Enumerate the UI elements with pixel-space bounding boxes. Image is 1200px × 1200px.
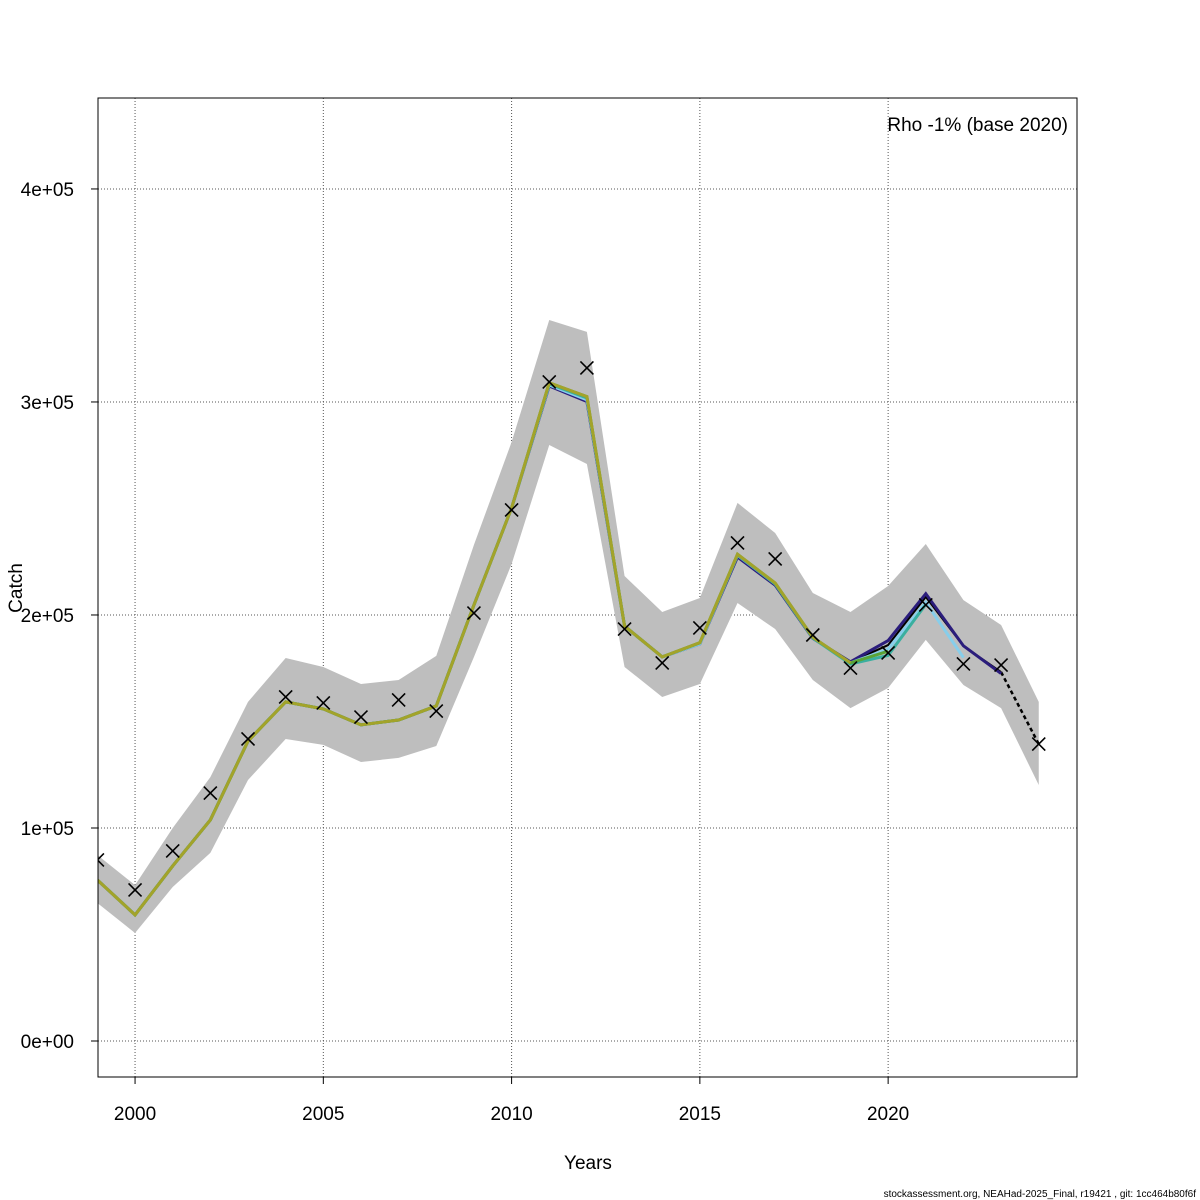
x-tick-label: 2005 (302, 1104, 344, 1125)
x-tick-label: 2015 (679, 1104, 721, 1125)
plot-area (98, 319, 1046, 934)
x-tick-label: 2010 (490, 1104, 532, 1125)
observed-marker-stroke (579, 360, 594, 375)
y-tick-label: 2e+05 (21, 606, 74, 627)
observed-point (1031, 736, 1046, 752)
observed-point (994, 657, 1009, 673)
observed-point (353, 709, 369, 725)
observed-marker-stroke (203, 785, 218, 801)
x-tick-label: 2020 (867, 1104, 909, 1125)
observed-marker-stroke (805, 627, 820, 643)
axes: 2000 2005 2010 2015 2020 0e+00 1e+05 2e+05 3e+05… (21, 180, 910, 1125)
observed-marker-stroke (278, 689, 293, 705)
observed-point (429, 703, 444, 719)
observed-marker-stroke (542, 374, 557, 390)
observed-marker-stroke (1031, 736, 1046, 752)
observed-point (617, 621, 632, 637)
observed-point (278, 689, 293, 705)
observed-marker-stroke (504, 502, 519, 518)
observed-marker-stroke (843, 660, 858, 676)
observed-marker-stroke (918, 597, 933, 613)
y-tick-label: 0e+00 (21, 1032, 74, 1053)
observed-marker-stroke (391, 692, 406, 708)
observed-marker-stroke (617, 621, 632, 637)
observed-marker-stroke (655, 655, 670, 670)
y-tick-label: 3e+05 (21, 393, 74, 414)
observed-marker-stroke (692, 620, 707, 636)
observed-point (316, 695, 331, 711)
x-tick-label: 2000 (114, 1104, 156, 1125)
observed-marker-stroke (429, 703, 444, 719)
observed-point (843, 660, 858, 676)
observed-marker-stroke (165, 843, 180, 859)
observed-marker-stroke (466, 605, 482, 621)
y-tick-label: 1e+05 (21, 819, 74, 840)
observed-point (127, 882, 143, 898)
observed-point (504, 502, 519, 518)
observed-point (579, 360, 594, 375)
retro-peel-line (98, 380, 852, 918)
observed-marker-stroke (956, 656, 971, 672)
y-tick-label: 4e+05 (21, 180, 74, 201)
observed-point (391, 692, 406, 708)
observed-point (655, 655, 670, 670)
footer: stockassessment.org, NEAHad-2025_Final, … (884, 1189, 1197, 1200)
observed-point (805, 627, 820, 643)
observed-point (918, 597, 933, 613)
observed-point (542, 374, 557, 390)
observed-point (466, 605, 482, 621)
observed-marker-stroke (353, 709, 369, 725)
observed-marker-stroke (240, 731, 256, 747)
observed-point (768, 551, 783, 567)
observed-marker-stroke (98, 852, 105, 861)
observed-marker-stroke (994, 657, 1009, 673)
observed-point (98, 852, 105, 868)
observed-marker-stroke (98, 859, 105, 868)
observed-point (240, 731, 256, 747)
plot-frame (97, 97, 1078, 1078)
annotation: Rho -1% (base 2020) (887, 115, 1068, 136)
observed-point (203, 785, 218, 801)
observed-marker-stroke (316, 695, 331, 711)
observed-marker-stroke (881, 645, 896, 660)
x-axis-label: Years (564, 1153, 612, 1174)
observed-marker-stroke (730, 535, 745, 551)
observed-marker-stroke (768, 551, 783, 567)
observed-point (692, 620, 707, 636)
observed-point (165, 843, 180, 859)
observed-point (956, 656, 971, 672)
observed-point (881, 645, 896, 660)
observed-marker-stroke (127, 882, 143, 898)
y-axis-label: Catch (6, 563, 27, 613)
observed-point (730, 535, 745, 551)
confidence-band (98, 319, 1039, 934)
